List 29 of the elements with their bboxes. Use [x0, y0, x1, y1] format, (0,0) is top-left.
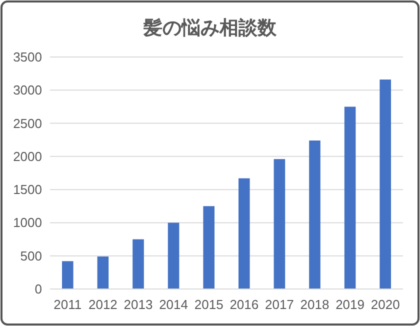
- x-tick-label: 2018: [300, 297, 330, 312]
- x-tick-label: 2011: [54, 297, 82, 312]
- y-tick-label: 3500: [13, 50, 42, 64]
- bar: [168, 222, 180, 289]
- y-tick-label: 0: [34, 282, 42, 296]
- chart-title: 髪の悩み相談数: [142, 17, 278, 39]
- bar: [344, 106, 356, 289]
- x-tick-label: 2020: [370, 297, 400, 312]
- y-tick-label: 2000: [13, 148, 42, 164]
- y-tick-label: 1500: [13, 182, 42, 198]
- bar: [97, 256, 109, 289]
- x-tick-label: 2015: [194, 297, 224, 312]
- y-tick-label: 1000: [13, 215, 42, 230]
- y-tick-label: 2500: [13, 116, 42, 131]
- bar: [238, 178, 250, 289]
- x-tick-label: 2016: [230, 297, 259, 312]
- y-tick-label: 3000: [13, 82, 42, 98]
- x-tick-label: 2012: [88, 297, 118, 312]
- bar: [62, 261, 74, 289]
- x-tick-label: 2013: [124, 297, 153, 312]
- bar: [274, 159, 286, 289]
- x-tick-label: 2014: [159, 297, 188, 312]
- x-tick-label: 2017: [264, 297, 294, 312]
- bar: [380, 80, 391, 289]
- x-tick-label: 2019: [336, 297, 365, 312]
- bar: [132, 239, 144, 289]
- bar: [203, 206, 214, 289]
- y-tick-label: 500: [20, 248, 42, 264]
- bar: [309, 140, 320, 289]
